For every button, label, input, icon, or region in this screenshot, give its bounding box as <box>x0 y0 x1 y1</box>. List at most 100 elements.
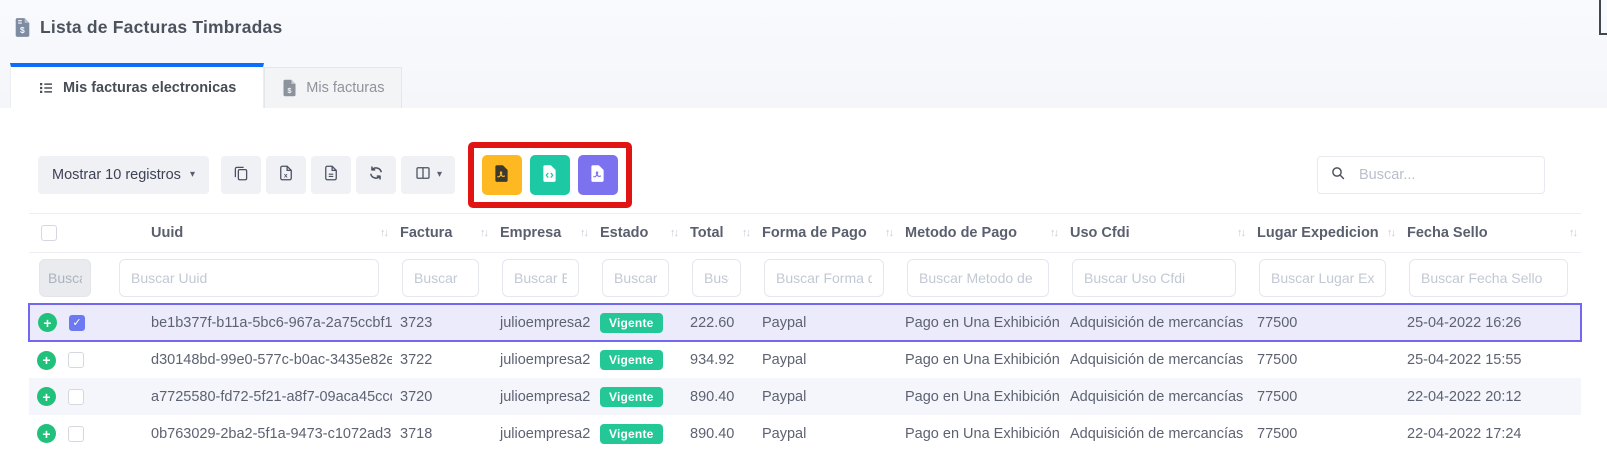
table-row[interactable]: + a7725580-fd72-5f21-a8f7-09aca45ccdfe 372… <box>29 378 1581 415</box>
export-excel-button[interactable]: x <box>265 156 306 194</box>
filter-uso-cfdi-input[interactable] <box>1072 259 1236 297</box>
column-label: Metodo de Pago <box>905 225 1017 241</box>
svg-text:$: $ <box>20 25 25 35</box>
file-lines-icon <box>322 164 340 186</box>
select-all-checkbox[interactable] <box>41 225 57 241</box>
export-xml-green-button[interactable] <box>529 155 570 195</box>
row-checkbox[interactable]: ✓ <box>69 314 85 331</box>
expand-row-button[interactable]: + <box>37 424 56 443</box>
filter-cell <box>592 253 682 305</box>
tab-bar: Mis facturas electronicas $ Mis facturas <box>10 63 403 108</box>
cell-estado: Vigente <box>592 341 682 378</box>
copy-icon <box>232 164 250 186</box>
table-row[interactable]: +0b763029-2ba2-5f1a-9473-c1072ad32fe5 371… <box>29 415 1581 452</box>
show-entries-dropdown[interactable]: Mostrar 10 registros ▾ <box>38 156 209 194</box>
column-label: Fecha Sello <box>1407 225 1488 241</box>
sort-icon[interactable]: ↑↓ <box>742 227 751 239</box>
column-header-fecha-sello[interactable]: Fecha Sello ↑↓ <box>1399 213 1581 253</box>
cell-estado: Vigente <box>592 303 682 342</box>
search-input[interactable] <box>1357 166 1532 184</box>
cell-forma-de-pago: Paypal <box>762 388 807 405</box>
filter-metodo-de-pago-input[interactable] <box>907 259 1049 297</box>
column-label: Uuid <box>151 225 184 241</box>
column-label: Empresa <box>500 225 562 241</box>
cell-empresa: julioempresa2 <box>500 425 591 442</box>
status-badge: Vigente <box>600 312 663 333</box>
cell-total: 890.40 <box>690 388 735 405</box>
cell-controls: + ✓ <box>28 303 109 342</box>
filter-estado-input[interactable] <box>602 259 669 297</box>
filter-empresa-input[interactable] <box>502 259 579 297</box>
status-badge: Vigente <box>600 350 663 370</box>
tab-mis-facturas-electronicas[interactable]: Mis facturas electronicas <box>10 63 265 108</box>
table-body: + ✓ be1b377f-b11a-5bc6-967a-2a75ccbf1773 37… <box>28 303 1582 452</box>
column-label: Estado <box>600 225 649 241</box>
file-pdf-icon <box>587 163 608 187</box>
filter-uuid-input[interactable] <box>119 259 379 297</box>
column-header-lugar-expedicion[interactable]: Lugar Expedicion ↑↓ <box>1249 213 1399 253</box>
export-pdf-purple-button[interactable] <box>577 155 618 195</box>
filter-controls-input[interactable] <box>39 259 91 297</box>
column-header-metodo-de-pago[interactable]: Metodo de Pago ↑↓ <box>897 213 1062 253</box>
cell-lugar-expedicion: 77500 <box>1249 303 1399 342</box>
filter-fecha-sello-input[interactable] <box>1409 259 1568 297</box>
row-controls: + <box>37 424 101 443</box>
select-all-header[interactable] <box>29 213 109 253</box>
cell-metodo-de-pago: Pago en Una Exhibición <box>905 388 1060 405</box>
sort-icon[interactable]: ↑↓ <box>480 227 489 239</box>
cell-empresa: julioempresa2 <box>500 352 591 368</box>
column-header-empresa[interactable]: Empresa ↑↓ <box>492 213 592 253</box>
row-checkbox[interactable] <box>68 425 84 442</box>
tab-mis-facturas[interactable]: $ Mis facturas <box>264 67 403 108</box>
sort-icon[interactable]: ↑↓ <box>1387 227 1396 239</box>
column-visibility-button[interactable]: ▾ <box>400 156 455 194</box>
header-row: Uuid ↑↓ Factura ↑↓ Empresa ↑↓ Estado ↑↓ Total ↑↓ F… <box>29 213 1581 253</box>
filter-factura-input[interactable] <box>402 259 479 297</box>
filter-cell <box>1062 253 1249 305</box>
table-row[interactable]: + ✓ be1b377f-b11a-5bc6-967a-2a75ccbf1773 37… <box>28 303 1582 342</box>
export-pdf-yellow-button[interactable] <box>481 155 522 195</box>
cell-lugar-expedicion: 77500 <box>1257 425 1298 442</box>
column-header-uuid[interactable]: Uuid ↑↓ <box>109 213 392 253</box>
row-checkbox[interactable] <box>68 352 84 368</box>
filter-total-input[interactable] <box>692 259 741 297</box>
expand-row-button[interactable]: + <box>37 350 56 370</box>
status-badge: Vigente <box>600 386 663 407</box>
column-header-factura[interactable]: Factura ↑↓ <box>392 213 492 253</box>
cell-forma-de-pago: Paypal <box>762 352 807 368</box>
reload-button[interactable] <box>355 156 396 194</box>
refresh-icon <box>367 164 385 186</box>
filter-forma-de-pago-input[interactable] <box>764 259 884 297</box>
cell-estado: Vigente <box>592 378 682 415</box>
sort-icon[interactable]: ↑↓ <box>1050 227 1059 239</box>
export-file-button[interactable] <box>310 156 351 194</box>
filter-cell <box>29 253 109 305</box>
filter-lugar-expedicion-input[interactable] <box>1259 259 1386 297</box>
list-icon <box>38 80 54 96</box>
expand-row-button[interactable]: + <box>37 387 56 406</box>
cell-metodo-de-pago: Pago en Una Exhibición <box>905 425 1060 442</box>
cell-uso-cfdi: Adquisición de mercancías <box>1070 388 1244 405</box>
cell-total: 934.92 <box>690 352 735 368</box>
table-row[interactable]: + d30148bd-99e0-577c-b0ac-3435e82e7fab 372… <box>29 341 1581 378</box>
copy-button[interactable] <box>220 156 261 194</box>
sort-icon[interactable]: ↑↓ <box>380 227 389 239</box>
chevron-down-icon: ▾ <box>189 169 195 180</box>
expand-row-button[interactable]: + <box>38 313 57 332</box>
sort-icon[interactable]: ↑↓ <box>580 227 589 239</box>
file-code-icon <box>539 163 560 187</box>
column-header-uso-cfdi[interactable]: Uso Cfdi ↑↓ <box>1062 213 1249 253</box>
cell-empresa: julioempresa2 <box>500 388 591 405</box>
sort-icon[interactable]: ↑↓ <box>670 227 679 239</box>
highlight-annotation-box <box>467 142 632 208</box>
sort-icon[interactable]: ↑↓ <box>1237 227 1246 239</box>
sort-icon[interactable]: ↑↓ <box>885 227 894 239</box>
column-header-estado[interactable]: Estado ↑↓ <box>592 213 682 253</box>
cell-uuid: be1b377f-b11a-5bc6-967a-2a75ccbf1773 <box>109 303 392 342</box>
sort-icon[interactable]: ↑↓ <box>1569 227 1578 239</box>
row-checkbox[interactable] <box>68 388 84 405</box>
column-header-total[interactable]: Total ↑↓ <box>682 213 754 253</box>
column-header-forma-de-pago[interactable]: Forma de Pago ↑↓ <box>754 213 897 253</box>
cell-factura: 3718 <box>400 425 433 442</box>
